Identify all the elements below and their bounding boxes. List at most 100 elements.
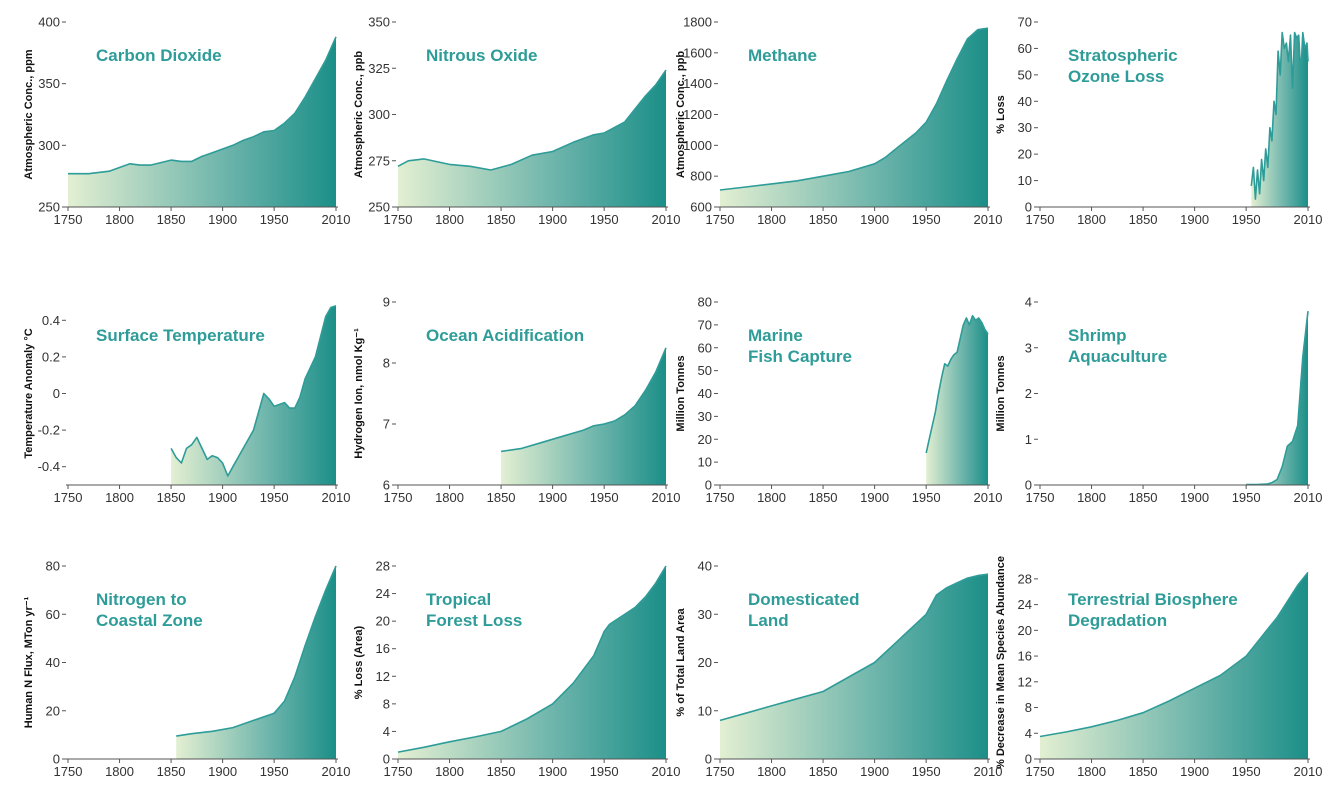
y-axis-label: Temperature Anomaly °C <box>23 328 35 458</box>
x-tick-label: 1800 <box>757 490 786 505</box>
y-tick-label: 1800 <box>683 15 712 30</box>
y-tick-label: 4 <box>1025 295 1032 310</box>
y-tick-label: 0 <box>53 752 60 767</box>
x-tick-label: 1750 <box>1026 212 1055 227</box>
series-line <box>170 304 337 477</box>
series-line <box>1246 311 1309 486</box>
x-tick-label: 1750 <box>706 212 735 227</box>
y-axis-label: Million Tonnes <box>675 355 687 431</box>
y-axis-label: Million Tonnes <box>995 355 1007 431</box>
x-tick-label: 2010 <box>1294 490 1323 505</box>
x-tick-label: 1900 <box>208 490 237 505</box>
y-tick-label: 16 <box>376 641 390 656</box>
y-tick-label: 30 <box>698 409 712 424</box>
y-axis-label: % Loss (Area) <box>353 625 365 699</box>
y-axis-label: % of Total Land Area <box>675 608 687 717</box>
y-tick-label: 0 <box>1025 200 1032 215</box>
y-tick-label: 20 <box>698 655 712 670</box>
x-tick-label: 1800 <box>757 212 786 227</box>
x-tick-label: 1850 <box>487 490 516 505</box>
y-tick-label: 80 <box>698 295 712 310</box>
chart-panel-8: 1750 1800 1850 1900 1950 2010 0 1 2 3 4 Million Ton… <box>995 295 1322 506</box>
y-tick-label: 3 <box>1025 340 1032 355</box>
panel-title: Ocean Acidification <box>426 326 584 345</box>
series-line <box>68 36 337 175</box>
chart-panel-3: 1750 1800 1850 1900 1950 2010 600 800 1000 1200 14… <box>675 15 1002 228</box>
x-tick-label: 1950 <box>260 764 289 779</box>
chart-panel-6: 1750 1800 1850 1900 1950 2010 6 7 8 9 Hydrogen Ion… <box>353 295 680 506</box>
panel-title: Nitrogen to Coastal Zone <box>96 590 203 630</box>
panel-title: Carbon Dioxide <box>96 46 222 65</box>
x-tick-label: 1950 <box>590 490 619 505</box>
y-tick-label: 40 <box>698 559 712 574</box>
series-area <box>1246 311 1308 485</box>
y-tick-label: 0.2 <box>42 349 60 364</box>
x-tick-label: 2010 <box>974 212 1003 227</box>
x-tick-label: 2010 <box>652 764 681 779</box>
y-tick-label: 350 <box>38 76 60 91</box>
x-tick-label: 1850 <box>487 764 516 779</box>
y-tick-label: 300 <box>368 107 390 122</box>
x-tick-label: 1800 <box>435 212 464 227</box>
x-tick-label: 1800 <box>1077 212 1106 227</box>
y-tick-label: 70 <box>698 317 712 332</box>
x-tick-label: 1900 <box>538 212 567 227</box>
series-area <box>398 566 666 759</box>
x-tick-label: 1900 <box>1180 764 1209 779</box>
y-tick-label: 20 <box>1018 623 1032 638</box>
x-tick-label: 1950 <box>260 212 289 227</box>
series-area <box>398 70 666 207</box>
x-tick-label: 1800 <box>105 764 134 779</box>
y-tick-label: 10 <box>698 455 712 470</box>
chart-panel-1: 1750 1800 1850 1900 1950 2010 250 300 350 400 Atmo… <box>23 15 350 228</box>
y-tick-label: 10 <box>1018 173 1032 188</box>
y-tick-label: -0.4 <box>38 459 60 474</box>
y-tick-label: 0 <box>705 478 712 493</box>
x-tick-label: 1850 <box>809 490 838 505</box>
y-tick-label: 20 <box>46 703 60 718</box>
series-line <box>1250 31 1309 200</box>
x-tick-label: 1950 <box>590 764 619 779</box>
y-tick-label: 350 <box>368 15 390 30</box>
y-axis-label: Atmospheric Conc., ppb <box>675 51 687 178</box>
x-tick-label: 1750 <box>54 490 83 505</box>
x-tick-label: 2010 <box>322 212 351 227</box>
panel-title: Marine Fish Capture <box>748 326 852 366</box>
y-tick-label: 24 <box>1018 597 1032 612</box>
series-area <box>720 574 988 759</box>
x-tick-label: 1750 <box>706 490 735 505</box>
x-tick-label: 2010 <box>322 490 351 505</box>
y-tick-label: 40 <box>1018 94 1032 109</box>
chart-panel-2: 1750 1800 1850 1900 1950 2010 250 275 300 325 350 A… <box>353 15 680 228</box>
y-tick-label: 400 <box>38 15 60 30</box>
x-tick-label: 1850 <box>1129 212 1158 227</box>
y-tick-label: 8 <box>383 696 390 711</box>
panel-title: Nitrous Oxide <box>426 46 537 65</box>
y-tick-label: 28 <box>376 559 390 574</box>
x-tick-label: 1850 <box>809 764 838 779</box>
x-tick-label: 1900 <box>538 490 567 505</box>
y-tick-label: 20 <box>698 432 712 447</box>
chart-panel-4: 1750 1800 1850 1900 1950 2010 0 10 20 30 40 50 60 70%… <box>995 15 1322 228</box>
y-tick-label: 80 <box>46 559 60 574</box>
y-tick-label: 40 <box>698 386 712 401</box>
x-tick-label: 1900 <box>1180 490 1209 505</box>
y-tick-label: 28 <box>1018 571 1032 586</box>
series-area <box>171 305 336 485</box>
y-tick-label: 20 <box>1018 147 1032 162</box>
y-tick-label: 7 <box>383 417 390 432</box>
x-tick-label: 1850 <box>809 212 838 227</box>
series-line <box>397 69 667 171</box>
y-tick-label: 0 <box>1025 478 1032 493</box>
x-tick-label: 1900 <box>208 212 237 227</box>
panel-title: Tropical Forest Loss <box>426 590 522 630</box>
chart-panel-10: 1750 1800 1850 1900 1950 2010 0 4 8 12 16 20 24 28 % L… <box>353 559 680 780</box>
y-tick-label: 30 <box>1018 120 1032 135</box>
y-tick-label: 9 <box>383 295 390 310</box>
x-tick-label: 1900 <box>860 764 889 779</box>
x-tick-label: 1850 <box>1129 764 1158 779</box>
panel-title: Methane <box>748 46 817 65</box>
panel-title: Stratospheric Ozone Loss <box>1068 46 1178 86</box>
chart-panel-7: 1750 1800 1850 1900 1950 2010 0 10 20 30 40 50 60 70 8… <box>675 295 1002 506</box>
